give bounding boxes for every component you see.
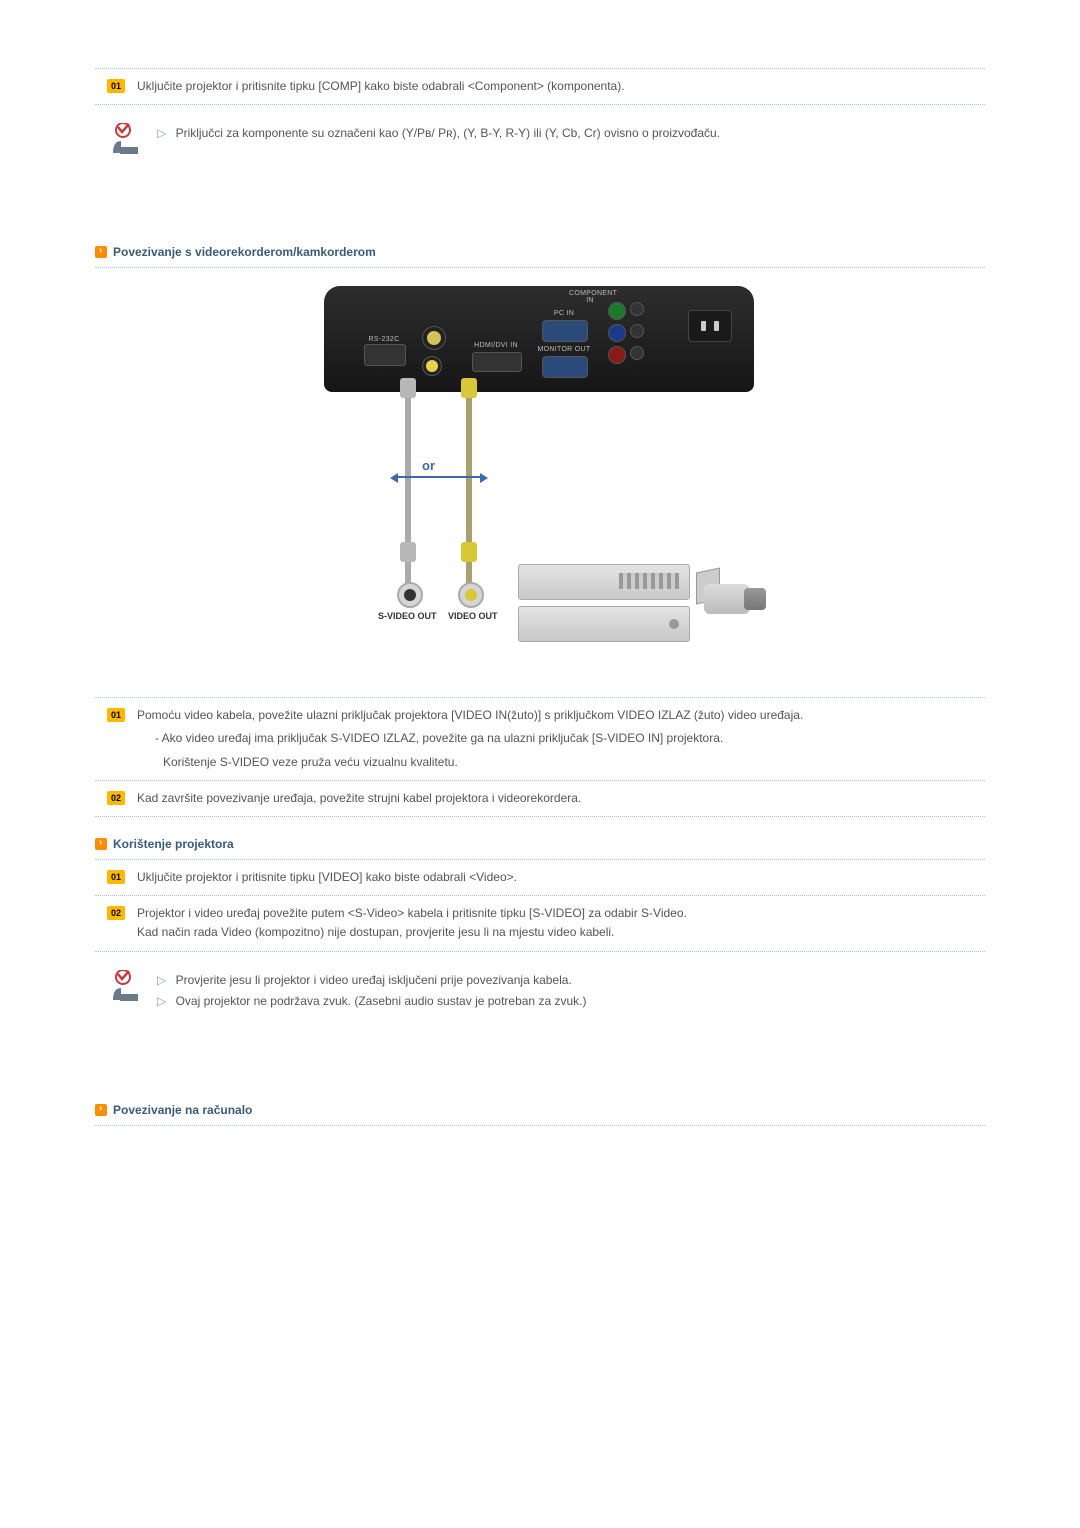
vcr-device-icon bbox=[518, 564, 690, 600]
tip-line: Ovaj projektor ne podržava zvuk. (Zasebn… bbox=[176, 994, 587, 1008]
tip-row: ▷ Provjerite jesu li projektor i video u… bbox=[107, 970, 985, 1013]
step-text: Projektor i video uređaj povežite putem … bbox=[137, 904, 985, 942]
divider bbox=[95, 951, 985, 952]
section-title: Povezivanje na računalo bbox=[113, 1103, 252, 1117]
step-text: Kad završite povezivanje uređaja, poveži… bbox=[137, 789, 985, 808]
section-header: Povezivanje s videorekorderom/kamkordero… bbox=[95, 245, 985, 259]
camcorder-icon bbox=[704, 570, 770, 620]
or-arrow bbox=[396, 476, 482, 478]
bullet-icon: ▷ bbox=[157, 126, 166, 140]
component-pb-port-icon bbox=[608, 324, 626, 342]
step-badge-02: 02 bbox=[107, 791, 125, 805]
divider bbox=[95, 1125, 985, 1126]
step-row: 01 Uključite projektor i pritisnite tipk… bbox=[95, 77, 985, 96]
divider bbox=[95, 697, 985, 698]
step-text: Uključite projektor i pritisnite tipku [… bbox=[137, 868, 985, 887]
port-label: HDMI/DVI IN bbox=[472, 342, 520, 349]
jack-label: S-VIDEO OUT bbox=[378, 611, 437, 621]
divider bbox=[95, 859, 985, 860]
section-title: Povezivanje s videorekorderom/kamkordero… bbox=[113, 245, 376, 259]
tip-line: Priključci za komponente su označeni kao… bbox=[176, 126, 720, 140]
page: 01 Uključite projektor i pritisnite tipk… bbox=[0, 0, 1080, 1194]
divider bbox=[95, 267, 985, 268]
divider bbox=[95, 895, 985, 896]
step-subnote: Korištenje S-VIDEO veze pruža veću vizua… bbox=[137, 753, 985, 772]
port-label: COMPONENTIN bbox=[569, 290, 611, 304]
svideo-out-jack-icon bbox=[397, 582, 423, 608]
aux-port-icon bbox=[630, 324, 644, 338]
jack-label: VIDEO OUT bbox=[448, 611, 498, 621]
port-label: PC IN bbox=[542, 310, 586, 317]
divider bbox=[95, 780, 985, 781]
rs232-port-icon bbox=[364, 344, 406, 366]
step-row: 02 Kad završite povezivanje uređaja, pov… bbox=[95, 789, 985, 808]
svideo-cable bbox=[405, 382, 411, 600]
port-label: MONITOR OUT bbox=[536, 346, 592, 353]
step-badge-01: 01 bbox=[107, 79, 125, 93]
step-text: Uključite projektor i pritisnite tipku [… bbox=[137, 77, 985, 96]
power-inlet-icon bbox=[688, 310, 732, 342]
component-y-port-icon bbox=[608, 302, 626, 320]
section-marker-icon bbox=[95, 1104, 107, 1116]
hdmi-port-icon bbox=[472, 352, 522, 372]
divider bbox=[95, 68, 985, 69]
aux-port-icon bbox=[630, 302, 644, 316]
section-title: Korištenje projektora bbox=[113, 837, 234, 851]
video-in-port-icon bbox=[422, 356, 442, 376]
step-badge-02: 02 bbox=[107, 906, 125, 920]
aux-port-icon bbox=[630, 346, 644, 360]
divider bbox=[95, 104, 985, 105]
connection-diagram: COMPONENTIN PC IN MONITOR OUT HDMI/DVI I… bbox=[300, 286, 780, 666]
section-marker-icon bbox=[95, 838, 107, 850]
video-out-jack-icon bbox=[458, 582, 484, 608]
section-marker-icon bbox=[95, 246, 107, 258]
step-badge-01: 01 bbox=[107, 870, 125, 884]
divider bbox=[95, 816, 985, 817]
component-pr-port-icon bbox=[608, 346, 626, 364]
tip-text: ▷ Provjerite jesu li projektor i video u… bbox=[157, 970, 985, 1013]
svideo-plug-icon bbox=[400, 378, 416, 398]
step-row: 02 Projektor i video uređaj povežite put… bbox=[95, 904, 985, 942]
tip-line: Provjerite jesu li projektor i video ure… bbox=[176, 973, 572, 987]
step-row: 01 Pomoću video kabela, povežite ulazni … bbox=[95, 706, 985, 772]
tip-row: ▷ Priključci za komponente su označeni k… bbox=[107, 123, 985, 155]
section-header: Korištenje projektora bbox=[95, 837, 985, 851]
bullet-icon: ▷ bbox=[157, 994, 166, 1008]
or-label: or bbox=[422, 458, 435, 473]
tip-person-icon bbox=[107, 123, 139, 155]
tip-text: ▷ Priključci za komponente su označeni k… bbox=[157, 123, 985, 145]
dvd-device-icon bbox=[518, 606, 690, 642]
bullet-icon: ▷ bbox=[157, 973, 166, 987]
monitor-out-port-icon bbox=[542, 356, 588, 378]
section-header: Povezivanje na računalo bbox=[95, 1103, 985, 1117]
port-label: RS-232C bbox=[364, 336, 404, 343]
projector-back-panel: COMPONENTIN PC IN MONITOR OUT HDMI/DVI I… bbox=[324, 286, 754, 392]
step-line: Kad način rada Video (kompozitno) nije d… bbox=[137, 925, 614, 939]
step-row: 01 Uključite projektor i pritisnite tipk… bbox=[95, 868, 985, 887]
svideo-in-port-icon bbox=[422, 326, 446, 350]
step-line: Pomoću video kabela, povežite ulazni pri… bbox=[137, 708, 803, 722]
step-subnote: - Ako video uređaj ima priključak S-VIDE… bbox=[137, 729, 985, 748]
step-line: Projektor i video uređaj povežite putem … bbox=[137, 906, 687, 920]
step-text: Pomoću video kabela, povežite ulazni pri… bbox=[137, 706, 985, 772]
video-plug-icon bbox=[461, 378, 477, 398]
diagram-container: COMPONENTIN PC IN MONITOR OUT HDMI/DVI I… bbox=[95, 286, 985, 669]
video-cable bbox=[466, 382, 472, 600]
step-badge-01: 01 bbox=[107, 708, 125, 722]
video-plug-icon bbox=[461, 542, 477, 562]
pc-in-port-icon bbox=[542, 320, 588, 342]
svideo-plug-icon bbox=[400, 542, 416, 562]
tip-person-icon bbox=[107, 970, 139, 1002]
